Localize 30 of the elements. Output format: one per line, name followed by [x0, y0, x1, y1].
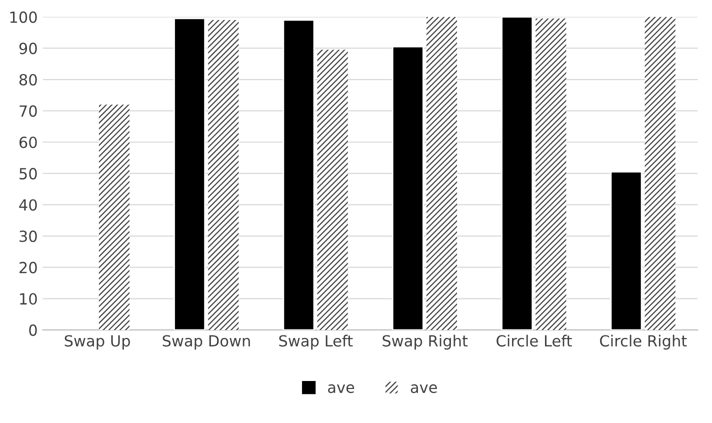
bar	[644, 16, 676, 330]
x-tick-label: Swap Up	[64, 335, 130, 350]
x-tick-label: Circle Right	[600, 334, 687, 350]
legend-label: ave	[410, 384, 437, 394]
y-tick-label: 30	[20, 230, 37, 242]
bar	[98, 104, 130, 330]
y-tick-label: 80	[19, 74, 37, 86]
bar	[174, 18, 206, 330]
x-tick-label: Circle Left	[496, 334, 572, 347]
bar	[208, 20, 239, 330]
y-tick-label: 60	[19, 136, 37, 148]
y-tick-label: 90	[19, 42, 37, 54]
bar	[536, 18, 566, 330]
x-tick-label: Swap Down	[162, 335, 250, 350]
x-tick-label: Swap Left	[279, 334, 353, 350]
x-tick-label: Swap Right	[382, 334, 468, 350]
bar	[282, 19, 315, 330]
legend-label: ave	[328, 384, 354, 394]
bar	[426, 16, 458, 330]
y-tick-label: 50	[20, 168, 37, 180]
bar	[392, 46, 424, 330]
y-tick-label: 70	[20, 105, 37, 117]
bar	[317, 50, 348, 330]
y-tick-label: 100	[10, 11, 37, 23]
y-tick-label: 10	[20, 293, 37, 305]
y-tick-label: 20	[20, 262, 37, 274]
y-tick-label: 0	[29, 324, 37, 336]
bar	[501, 16, 534, 330]
bar	[610, 171, 642, 330]
y-tick-label: 40	[19, 199, 37, 211]
